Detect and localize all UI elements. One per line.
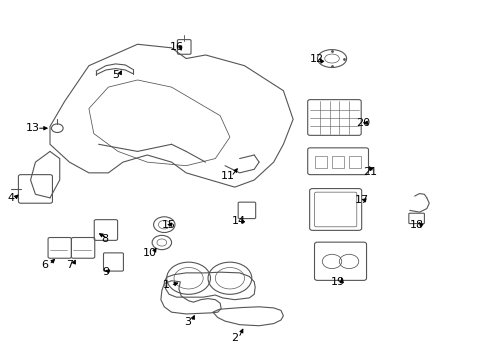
Text: 11: 11 [220, 171, 234, 181]
Text: 10: 10 [142, 248, 156, 257]
Text: 2: 2 [231, 333, 238, 343]
Text: 14: 14 [231, 216, 245, 226]
Text: 8: 8 [101, 234, 108, 244]
Text: 5: 5 [112, 69, 119, 80]
Text: 3: 3 [184, 317, 191, 327]
Bar [314, 156, 326, 168]
Text: 16: 16 [169, 42, 183, 52]
Bar [331, 156, 344, 168]
Text: 7: 7 [66, 260, 73, 270]
Text: 18: 18 [409, 220, 423, 230]
Bar [348, 156, 361, 168]
Text: 1: 1 [163, 280, 170, 291]
Text: 13: 13 [26, 123, 40, 133]
Text: 4: 4 [7, 193, 15, 203]
Text: 15: 15 [162, 220, 176, 230]
Text: 6: 6 [41, 260, 48, 270]
Text: 19: 19 [330, 277, 344, 287]
Text: 12: 12 [309, 54, 323, 64]
Text: 17: 17 [354, 195, 368, 205]
Text: 9: 9 [102, 267, 109, 277]
Text: 20: 20 [356, 118, 370, 128]
Text: 21: 21 [362, 167, 376, 177]
